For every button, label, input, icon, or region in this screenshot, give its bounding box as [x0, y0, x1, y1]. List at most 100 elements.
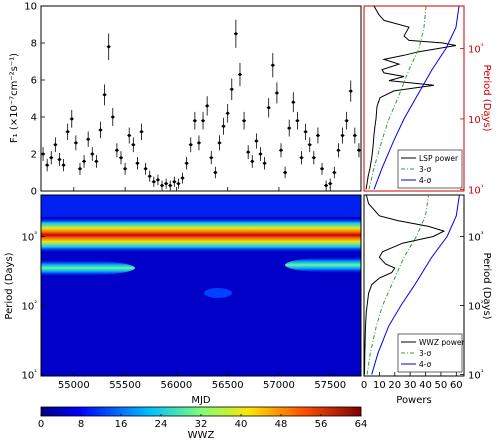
lightcurve-point [193, 119, 197, 123]
lightcurve-point [107, 45, 111, 49]
lsp-series-line [368, 5, 427, 190]
lightcurve-point [53, 143, 57, 147]
wwz-map-ytick-label: 10² [21, 299, 37, 312]
lightcurve-point [258, 152, 262, 156]
colorbar-tick-label: 32 [195, 419, 208, 430]
wwz-map-xtick-label: 55500 [109, 380, 141, 391]
wwz-power-lines [364, 194, 460, 375]
lightcurve-point [328, 182, 332, 186]
lightcurve-point [304, 130, 308, 134]
wwz-map-upper-haze [41, 195, 361, 217]
lightcurve-point [271, 63, 275, 67]
lsp-panel: 10¹ 10² 10³ Period (Days) LSP power 3-σ 4-σ [363, 5, 492, 196]
lightcurve-point [189, 143, 193, 147]
lightcurve-point [103, 93, 107, 97]
wwz-power-series-line [366, 194, 430, 375]
wwz-power-xtick-label: 20 [388, 380, 401, 391]
wwz-power-xtick-label: 40 [419, 380, 432, 391]
lightcurve-point [197, 141, 201, 145]
lsp-legend-box [397, 149, 463, 189]
lightcurve-point [279, 148, 283, 152]
lightcurve-point [148, 174, 152, 178]
lightcurve-point [115, 148, 119, 152]
colorbar-tick-label: 24 [155, 419, 168, 430]
lightcurve-point [160, 183, 164, 187]
lightcurve-point [217, 141, 221, 145]
lightcurve-point [349, 89, 353, 93]
lightcurve-point [246, 150, 250, 154]
colorbar-tick-label: 8 [78, 419, 84, 430]
lightcurve-ylabel: F₁ (×10⁻⁷cm⁻²s⁻¹) [9, 53, 20, 143]
wwz-map-ytick-label: 10³ [21, 231, 37, 244]
lightcurve-ytick-label: 2 [31, 150, 37, 161]
lightcurve-point [222, 124, 226, 128]
lightcurve-point [300, 156, 304, 160]
wwz-map-panel: 55000 55500 56000 56500 57000 57500 10¹ 10² 10³… [4, 187, 362, 406]
wwz-map-xlabel: MJD [191, 395, 211, 406]
lightcurve-point [176, 182, 180, 186]
lightcurve-point [295, 119, 299, 123]
wwz-power-legend: WWZ power 3-σ 4-σ [397, 333, 465, 373]
colorbar-tick-label: 16 [115, 419, 128, 430]
lightcurve-point [291, 100, 295, 104]
lightcurve-point [49, 156, 53, 160]
lightcurve-frame [40, 5, 362, 192]
lightcurve-point [144, 167, 148, 171]
wwz-band-low-right [285, 257, 361, 273]
lightcurve-point [209, 156, 213, 160]
lightcurve-point [353, 134, 357, 137]
wwz-power-xlabel: Powers [396, 395, 431, 406]
lightcurve-point [181, 176, 185, 180]
wwz-power-xtick-label: 60 [450, 380, 463, 391]
wwz-band-low-left [41, 260, 135, 276]
lightcurve-point [185, 161, 189, 165]
lightcurve-point [131, 143, 135, 147]
lightcurve-point [135, 161, 139, 165]
wwz-map-ytick-label: 10¹ [21, 368, 37, 381]
lightcurve-ytick-label: 10 [24, 2, 37, 13]
wwz-map-xticks: 55000 55500 56000 56500 57000 57500 [58, 187, 346, 391]
wwz-power-legend-label: 4-σ [419, 360, 431, 369]
wwz-power-ytick-label: 10¹ [468, 368, 484, 381]
wwz-power-legend-box [397, 333, 463, 373]
lightcurve-point [226, 111, 230, 115]
lightcurve-point [66, 130, 70, 134]
wwz-power-ylabel: Period (Days) [481, 252, 492, 319]
lightcurve-point [287, 126, 291, 130]
lightcurve-point [205, 104, 209, 108]
lightcurve-point [324, 183, 328, 187]
lightcurve-point [78, 167, 82, 171]
lsp-lines [365, 5, 460, 190]
wwz-map-ylabel: Period (Days) [4, 252, 15, 319]
lightcurve-point [172, 180, 176, 184]
lightcurve-point [123, 167, 127, 171]
lightcurve-point [140, 130, 144, 134]
lightcurve-point [234, 32, 238, 36]
wwz-power-xticks: 0 10 20 30 40 50 60 [361, 372, 463, 391]
wwz-power-xtick-label: 50 [435, 380, 448, 391]
lightcurve-point [62, 163, 66, 167]
wwz-power-xtick-label: 0 [361, 380, 367, 391]
wwz-band-main [41, 218, 361, 252]
wwz-map-frame [40, 194, 362, 377]
colorbar-tick-label: 40 [235, 419, 248, 430]
lightcurve-point [250, 159, 254, 163]
wwz-map-xtick-label: 56500 [212, 380, 244, 391]
lightcurve-point [242, 119, 246, 123]
wwz-map-yticks: 10¹ 10² 10³ [21, 231, 45, 381]
lightcurve-point [263, 161, 267, 165]
lightcurve-point [213, 171, 217, 174]
wwz-power-ytick-label: 10² [468, 299, 484, 312]
lightcurve-points [41, 19, 361, 191]
lightcurve-point [312, 156, 316, 160]
lsp-legend: LSP power 3-σ 4-σ [397, 149, 463, 189]
lsp-legend-label: 3-σ [419, 165, 431, 174]
lightcurve-point [308, 143, 312, 147]
lightcurve-point [345, 119, 349, 123]
wwz-map-xtick-label: 56000 [160, 380, 192, 391]
lightcurve-point [254, 139, 258, 143]
lsp-series-line [365, 5, 457, 190]
wwz-power-panel: 0 10 20 30 40 50 60 10¹ 10² 10³ Powers Period (D… [361, 194, 492, 406]
lightcurve-point [341, 134, 345, 137]
